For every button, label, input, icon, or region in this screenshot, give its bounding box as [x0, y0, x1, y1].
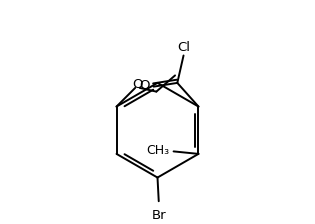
Text: O: O [132, 78, 142, 91]
Text: Cl: Cl [178, 41, 191, 54]
Text: Br: Br [152, 209, 166, 222]
Text: CH₃: CH₃ [147, 144, 170, 157]
Text: O: O [139, 79, 149, 92]
